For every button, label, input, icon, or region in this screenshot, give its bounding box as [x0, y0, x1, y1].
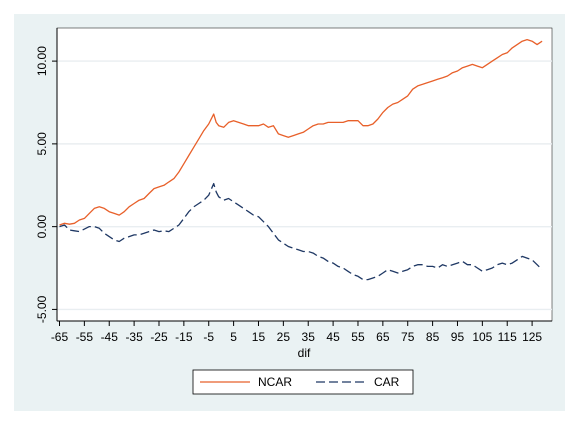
- legend-label-ncar: NCAR: [258, 375, 292, 389]
- legend: NCAR CAR: [200, 375, 400, 389]
- x-axis-label: dif: [298, 346, 311, 360]
- x-tick-label: 25: [277, 330, 291, 344]
- x-tick-label: -25: [150, 330, 168, 344]
- x-tick-label: 115: [498, 330, 517, 344]
- gridlines: [57, 60, 552, 311]
- y-tick-label: 10.00: [35, 46, 49, 76]
- x-tick-label: -35: [125, 330, 143, 344]
- x-tick-label: 45: [326, 330, 340, 344]
- x-tick-label: 65: [376, 330, 390, 344]
- x-tick-label: 5: [230, 330, 237, 344]
- x-tick-label: 85: [426, 330, 440, 344]
- series-line-car: [59, 182, 543, 281]
- x-axis-ticks: -65 -55 -45 -35 -25 -15 -5 5 15 25 35 45 55 65 75 85 95 1…: [51, 321, 542, 344]
- y-tick-label: -5.00: [35, 295, 49, 323]
- x-tick-label: -65: [51, 330, 69, 344]
- x-tick-label: 75: [401, 330, 415, 344]
- x-tick-label: 15: [252, 330, 266, 344]
- x-tick-label: -5: [203, 330, 214, 344]
- plot-area: [56, 27, 553, 322]
- series-lines: [59, 38, 543, 281]
- x-tick-label: -55: [76, 330, 94, 344]
- y-tick-label: 0.00: [35, 215, 49, 239]
- x-tick-label: 55: [351, 330, 365, 344]
- x-tick-label: 125: [522, 330, 542, 344]
- x-tick-label: -15: [175, 330, 193, 344]
- x-tick-label: 105: [472, 330, 492, 344]
- legend-label-car: CAR: [374, 375, 400, 389]
- y-axis-ticks: -5.00 0.00 5.00 10.00: [35, 46, 57, 323]
- series-line-ncar: [59, 38, 543, 226]
- x-tick-label: -45: [101, 330, 119, 344]
- x-tick-label: 35: [302, 330, 316, 344]
- x-tick-label: 95: [451, 330, 465, 344]
- y-tick-label: 5.00: [35, 132, 49, 156]
